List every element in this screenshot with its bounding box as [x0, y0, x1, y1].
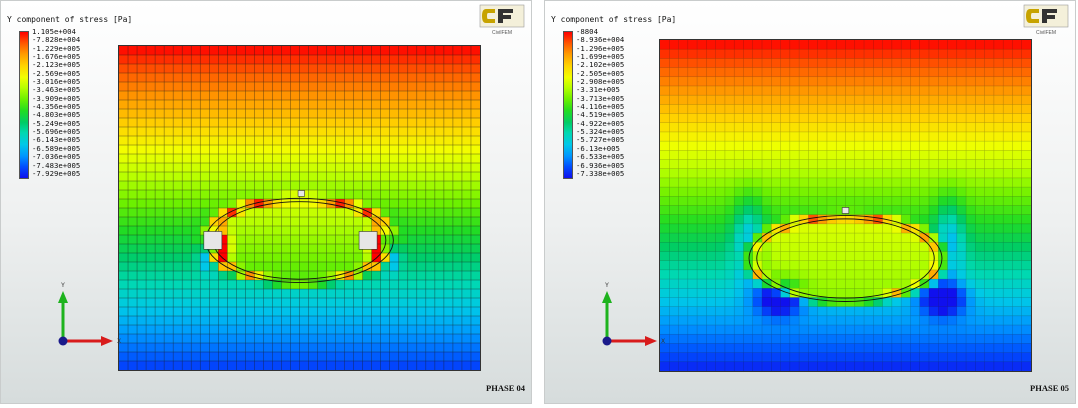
coordinate-axes: Y X: [58, 282, 121, 346]
legend-label: -3.463e+005: [32, 85, 81, 95]
legend-label: -7.483e+005: [32, 160, 81, 170]
legend-label: -1.229e+005: [32, 43, 81, 53]
color-legend: -8804 -8.936e+004 -1.296e+005 -1.699e+00…: [563, 27, 643, 181]
legend-label: -5.249e+005: [32, 118, 81, 128]
fem-mesh-contour: [659, 39, 1032, 372]
civilfem-logo: CivilFEM: [479, 4, 525, 36]
legend-label: -3.31e+005: [576, 85, 620, 95]
phase-label: PHASE 05: [1030, 383, 1069, 393]
logo-caption: CivilFEM: [1036, 30, 1056, 36]
legend-label: -2.123e+005: [32, 60, 81, 70]
legend-label: -2.102e+005: [576, 60, 625, 70]
legend-label: -3.713e+005: [576, 93, 625, 103]
legend-label: -2.505e+005: [576, 68, 625, 78]
stress-plot-panel-phase-05: Y component of stress [Pa] -8804 -8.936e…: [544, 0, 1076, 404]
legend-label: -6.143e+005: [32, 135, 81, 145]
legend-label: -4.803e+005: [32, 110, 81, 120]
legend-label: -6.936e+005: [576, 160, 625, 170]
legend-label: -6.589e+005: [32, 143, 81, 153]
legend-label: -6.533e+005: [576, 152, 625, 162]
axis-y-label: Y: [60, 282, 65, 289]
phase-label: PHASE 04: [486, 383, 525, 393]
legend-label: -4.116e+005: [576, 102, 625, 112]
legend-label: -7.929e+005: [32, 168, 81, 178]
legend-label: -2.569e+005: [32, 68, 81, 78]
legend-label: -8804: [576, 27, 598, 36]
legend-label: -4.519e+005: [576, 110, 625, 120]
coordinate-axes: Y X: [602, 282, 665, 346]
civilfem-logo: CivilFEM: [1023, 4, 1069, 36]
legend-label: -1.699e+005: [576, 52, 625, 62]
legend-color-bar: [19, 31, 29, 179]
color-legend: 1.105e+004 -7.828e+004 -1.229e+005 -1.67…: [19, 27, 99, 181]
legend-label: -7.036e+005: [32, 152, 81, 162]
legend-label: -7.338e+005: [576, 168, 625, 178]
legend-label: -5.727e+005: [576, 135, 625, 145]
legend-label: -7.828e+004: [32, 35, 81, 45]
legend-label: -5.696e+005: [32, 127, 81, 137]
plot-title: Y component of stress [Pa]: [551, 15, 677, 24]
legend-label: -1.676e+005: [32, 52, 81, 62]
legend-label: -4.922e+005: [576, 118, 625, 128]
stress-plot-panel-phase-04: Y component of stress [Pa] 1.105e+004 -7…: [0, 0, 532, 404]
legend-labels: 1.105e+004 -7.828e+004 -1.229e+005 -1.67…: [32, 27, 81, 178]
legend-label: -6.13e+005: [576, 143, 620, 153]
legend-label: 1.105e+004: [32, 27, 76, 36]
legend-label: -3.909e+005: [32, 93, 81, 103]
legend-label: -8.936e+004: [576, 35, 625, 45]
logo-caption: CivilFEM: [492, 30, 512, 36]
legend-label: -1.296e+005: [576, 43, 625, 53]
axis-x-label: X: [661, 338, 665, 345]
axis-y-label: Y: [604, 282, 609, 289]
fem-mesh-contour: [118, 45, 481, 371]
legend-labels: -8804 -8.936e+004 -1.296e+005 -1.699e+00…: [576, 27, 625, 178]
legend-label: -2.908e+005: [576, 77, 625, 87]
legend-label: -4.356e+005: [32, 102, 81, 112]
plot-title: Y component of stress [Pa]: [7, 15, 133, 24]
axis-x-label: X: [117, 338, 121, 345]
legend-label: -5.324e+005: [576, 127, 625, 137]
legend-color-bar: [563, 31, 573, 179]
legend-label: -3.016e+005: [32, 77, 81, 87]
